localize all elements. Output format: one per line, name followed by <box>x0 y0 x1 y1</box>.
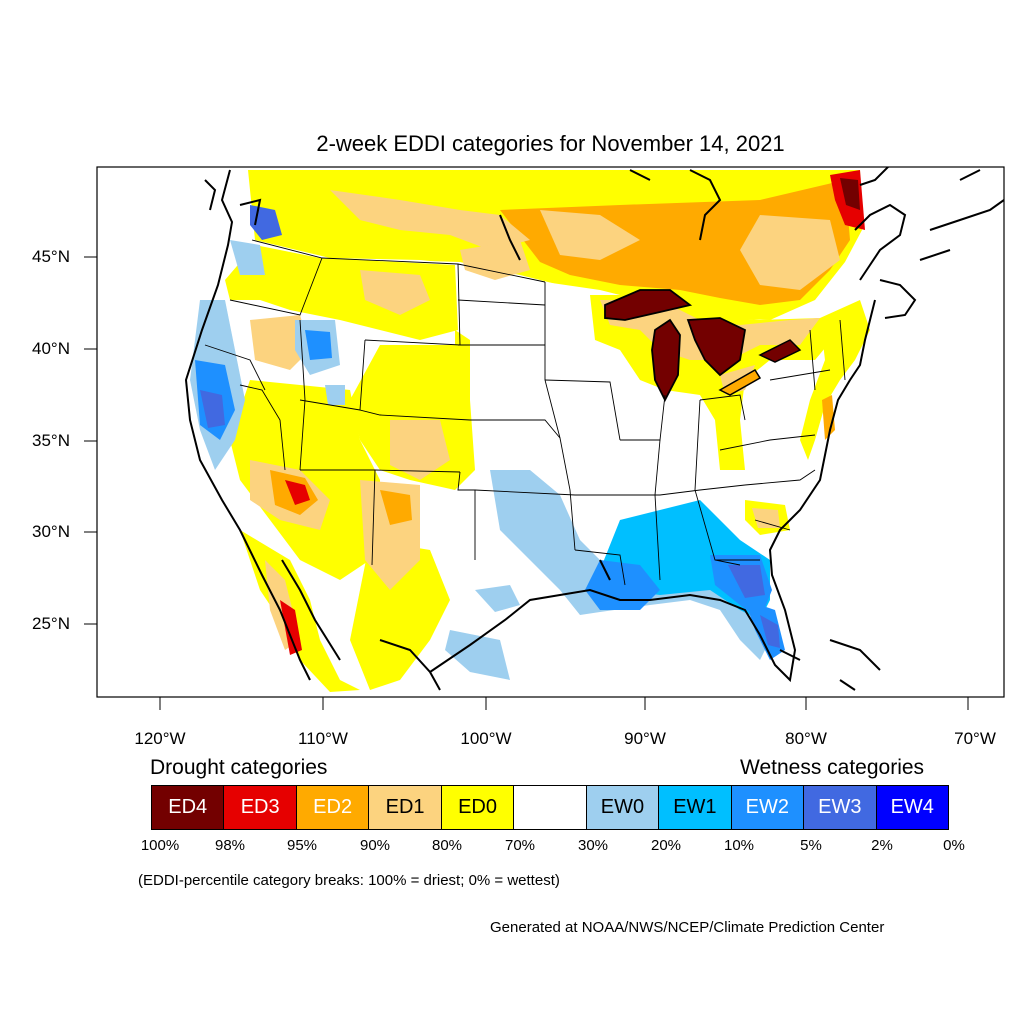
lon-label: 120°W <box>134 729 186 748</box>
lon-label: 100°W <box>460 729 512 748</box>
state-borders <box>204 239 846 586</box>
break-label: 30% <box>577 837 609 854</box>
break-label: 70% <box>504 837 536 854</box>
legend-cell-ew0: EW0 <box>586 786 660 829</box>
northeast <box>800 300 870 460</box>
great-lakes <box>604 289 802 402</box>
category-legend: ED4 ED3 ED2 ED1 ED0 EW0 EW1 EW2 EW3 EW4 <box>151 785 949 830</box>
western-ed2-ed3 <box>270 470 412 655</box>
map-frame <box>96 166 1005 698</box>
map-title: 2-week EDDI categories for November 14, … <box>316 131 785 156</box>
legend-cell-ed1: ED1 <box>369 786 442 829</box>
lat-label: 35°N <box>32 431 70 450</box>
legend-cell-ed2: ED2 <box>296 786 370 829</box>
category-note: (EDDI-percentile category breaks: 100% =… <box>138 872 560 889</box>
break-label: 2% <box>871 837 893 854</box>
legend-cell-ed0: ED0 <box>441 786 515 829</box>
legend-cell-ed3: ED3 <box>224 786 297 829</box>
break-label: 5% <box>800 837 822 854</box>
axis-ticks <box>84 256 969 710</box>
break-label: 10% <box>723 837 755 854</box>
lat-label: 40°N <box>32 339 70 358</box>
break-label: 0% <box>943 837 965 854</box>
legend-cell-ew4: EW4 <box>876 786 948 829</box>
lat-label: 30°N <box>32 522 70 541</box>
break-label: 20% <box>650 837 682 854</box>
break-label: 80% <box>431 837 463 854</box>
lon-label: 90°W <box>624 729 666 748</box>
lon-label: 80°W <box>785 729 827 748</box>
legend-cell-ew3: EW3 <box>804 786 877 829</box>
break-label: 95% <box>286 837 318 854</box>
lon-label: 110°W <box>298 729 348 748</box>
western-wetness <box>190 240 345 470</box>
lat-label: 45°N <box>32 247 70 266</box>
wetness-heading: Wetness categories <box>740 756 925 779</box>
western-ed1 <box>250 240 530 650</box>
legend-cell-ed4: ED4 <box>152 786 225 829</box>
credit-line: Generated at NOAA/NWS/NCEP/Climate Predi… <box>490 919 885 936</box>
break-label: 100% <box>140 837 180 854</box>
break-label: 90% <box>359 837 391 854</box>
southern-wetness <box>445 470 785 680</box>
legend-cell-ew1: EW1 <box>659 786 732 829</box>
drought-heading: Drought categories <box>150 756 328 779</box>
legend-cell-ew2: EW2 <box>731 786 805 829</box>
canada-region <box>248 170 865 320</box>
lon-label: 70°W <box>954 729 996 748</box>
break-label: 98% <box>214 837 246 854</box>
lat-label: 25°N <box>32 614 70 633</box>
coastlines <box>184 167 1004 691</box>
western-drought <box>225 245 475 692</box>
legend-cell-neutral <box>514 786 587 829</box>
